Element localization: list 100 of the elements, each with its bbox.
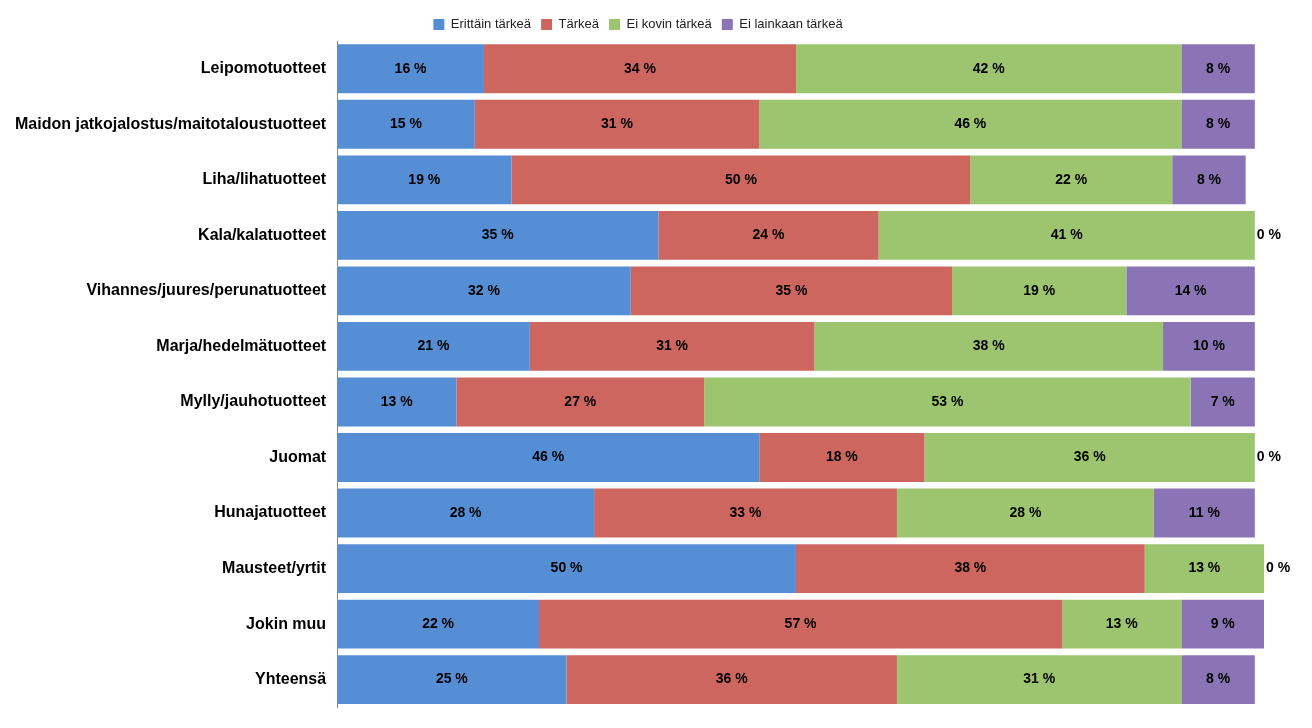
data-label: 31 % — [601, 115, 634, 132]
bar — [337, 266, 631, 316]
data-label: 11 % — [1188, 503, 1221, 520]
bar — [704, 377, 1191, 427]
y-tick-label: Leipomotuotteet — [200, 59, 327, 77]
bar — [1163, 322, 1255, 371]
bar — [630, 266, 952, 316]
bar — [337, 322, 530, 371]
data-label: 42 % — [972, 59, 1006, 76]
bar — [1181, 44, 1255, 94]
bar — [1190, 377, 1255, 427]
bar — [1153, 488, 1255, 538]
bar — [337, 155, 512, 205]
bar — [970, 155, 1173, 205]
legend-label: Tärkeä — [558, 16, 600, 32]
data-label: 50 % — [550, 559, 584, 576]
data-label: 0 % — [1256, 226, 1282, 243]
legend-label: Ei lainkaan tärkeä — [739, 16, 844, 32]
data-label: 41 % — [1050, 226, 1084, 243]
data-label: 19 % — [408, 170, 441, 187]
data-label: 24 % — [752, 226, 785, 243]
legend-label: Ei kovin tärkeä — [626, 16, 713, 32]
bar — [337, 210, 659, 260]
data-label: 38 % — [954, 559, 987, 576]
bar — [878, 210, 1255, 260]
bar — [529, 322, 815, 371]
data-label: 31 % — [1023, 670, 1056, 687]
data-label: 8 % — [1196, 170, 1222, 187]
data-label: 33 % — [729, 503, 763, 520]
bar — [474, 99, 760, 149]
bar — [795, 544, 1145, 593]
data-label: 46 % — [954, 115, 987, 132]
bar — [483, 44, 796, 94]
bar — [1181, 599, 1264, 649]
data-label: 34 % — [624, 59, 657, 76]
y-tick-label: Mausteet/yrtit — [222, 558, 327, 576]
bar — [337, 488, 595, 538]
y-tick-label: Yhteensä — [254, 670, 327, 688]
bar — [337, 599, 540, 649]
data-label: 35 % — [775, 281, 808, 298]
data-label: 15 % — [390, 115, 423, 132]
data-label: 50 % — [724, 170, 758, 187]
data-label: 36 % — [1073, 448, 1107, 465]
legend-label: Erittäin tärkeä — [450, 16, 532, 32]
y-tick-label: Juomat — [269, 447, 327, 465]
bar — [594, 488, 897, 538]
data-label: 22 % — [1055, 170, 1088, 187]
data-label: 7 % — [1210, 392, 1236, 409]
y-tick-label: Maidon jatkojalostus/maitotaloustuotteet — [14, 114, 327, 132]
bar — [337, 544, 796, 593]
bar — [337, 433, 760, 482]
y-tick-label: Kala/kalatuotteet — [198, 225, 327, 243]
y-tick-label: Vihannes/juures/perunatuotteet — [86, 281, 327, 299]
bar — [1062, 599, 1182, 649]
bar — [759, 99, 1182, 149]
data-label: 36 % — [715, 670, 749, 687]
bar — [1126, 266, 1255, 316]
bar — [1172, 155, 1246, 205]
data-label: 27 % — [564, 392, 597, 409]
data-label: 19 % — [1023, 281, 1056, 298]
data-label: 9 % — [1210, 614, 1236, 631]
data-label: 13 % — [1188, 559, 1221, 576]
data-label: 8 % — [1206, 670, 1231, 687]
bar — [539, 599, 1063, 649]
y-tick-label: Hunajatuotteet — [214, 503, 327, 521]
data-label: 53 % — [931, 392, 964, 409]
bar — [337, 44, 484, 94]
bar — [1181, 99, 1255, 149]
data-label: 25 % — [435, 670, 469, 687]
y-tick-label: Jokin muu — [246, 614, 327, 632]
data-label: 46 % — [532, 448, 565, 465]
data-label: 14 % — [1174, 281, 1208, 298]
data-label: 38 % — [972, 337, 1006, 354]
data-label: 21 % — [417, 337, 450, 354]
data-label: 13 % — [1105, 614, 1139, 631]
bar — [814, 322, 1164, 371]
bar — [951, 266, 1127, 316]
bar — [924, 433, 1255, 482]
bar — [337, 99, 475, 149]
data-label: 57 % — [784, 614, 818, 631]
bar — [896, 488, 1154, 538]
data-label: 8 % — [1206, 59, 1231, 76]
bar — [337, 655, 567, 705]
bar — [1144, 544, 1264, 593]
data-label: 18 % — [825, 448, 859, 465]
bar — [896, 655, 1182, 705]
data-label: 0 % — [1256, 448, 1282, 465]
data-label: 13 % — [380, 392, 414, 409]
data-label: 35 % — [481, 226, 515, 243]
bar — [511, 155, 971, 205]
bar — [658, 210, 879, 260]
bar — [456, 377, 705, 427]
y-tick-label: Mylly/jauhotuotteet — [180, 392, 327, 410]
bar — [566, 655, 897, 705]
bar — [759, 433, 925, 482]
data-label: 22 % — [422, 614, 455, 631]
y-tick-label: Marja/hedelmätuotteet — [156, 336, 327, 354]
bar — [795, 44, 1182, 94]
data-label: 8 % — [1206, 115, 1231, 132]
data-label: 10 % — [1192, 337, 1226, 354]
